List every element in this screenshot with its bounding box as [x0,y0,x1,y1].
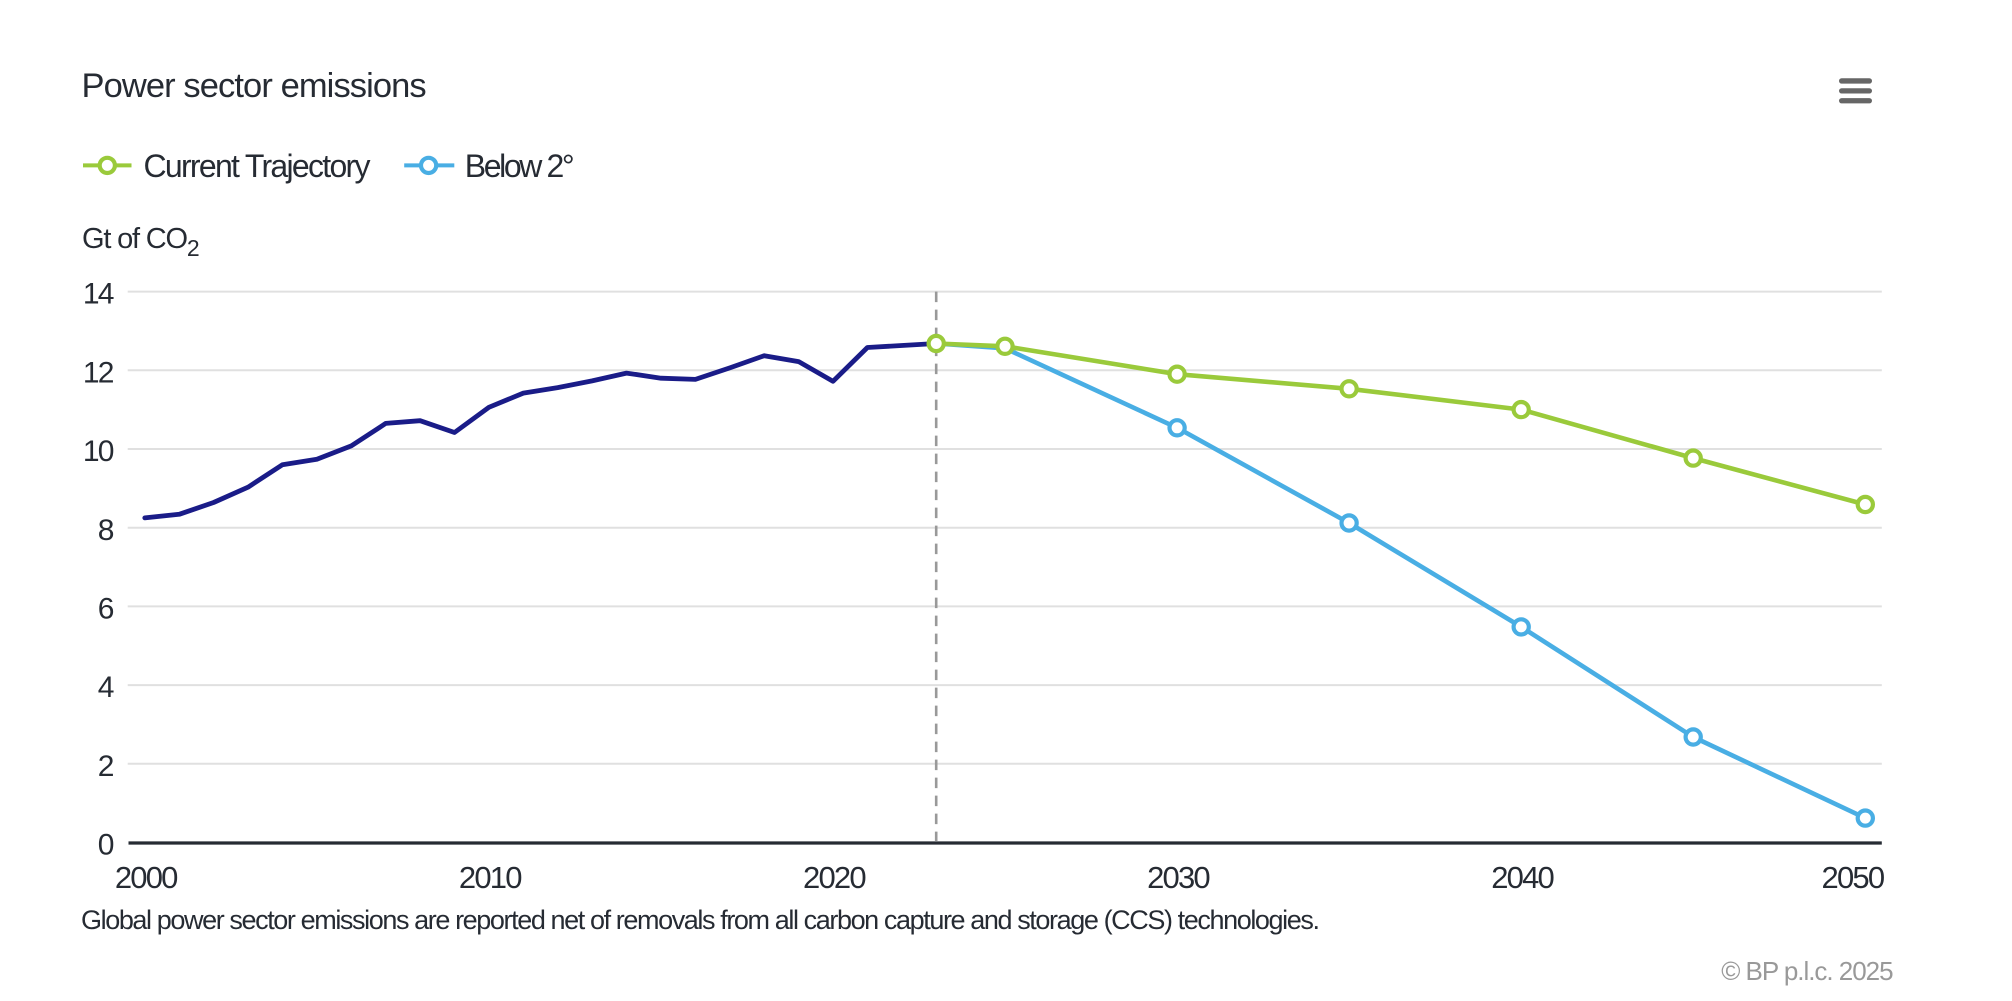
svg-text:2010: 2010 [459,860,522,895]
svg-text:14: 14 [83,278,114,311]
svg-text:6: 6 [98,593,114,626]
svg-text:2050: 2050 [1822,860,1885,895]
svg-text:10: 10 [83,435,114,468]
svg-text:Power sector emissions: Power sector emissions [82,67,426,105]
svg-text:2000: 2000 [115,860,178,895]
svg-text:Global power sector emissions: Global power sector emissions are report… [81,905,1319,935]
svg-text:8: 8 [98,514,114,547]
svg-text:4: 4 [98,671,114,704]
svg-text:2020: 2020 [803,860,866,895]
svg-text:0: 0 [98,829,114,862]
svg-text:2040: 2040 [1491,860,1554,895]
svg-text:Current Trajectory: Current Trajectory [144,148,371,184]
svg-text:© BP p.l.c. 2025: © BP p.l.c. 2025 [1721,956,1893,986]
svg-text:Below 2°: Below 2° [465,148,573,184]
svg-text:12: 12 [83,356,114,389]
svg-text:2: 2 [98,750,114,783]
svg-text:Gt of CO2: Gt of CO2 [82,223,199,261]
svg-text:2030: 2030 [1147,860,1210,895]
